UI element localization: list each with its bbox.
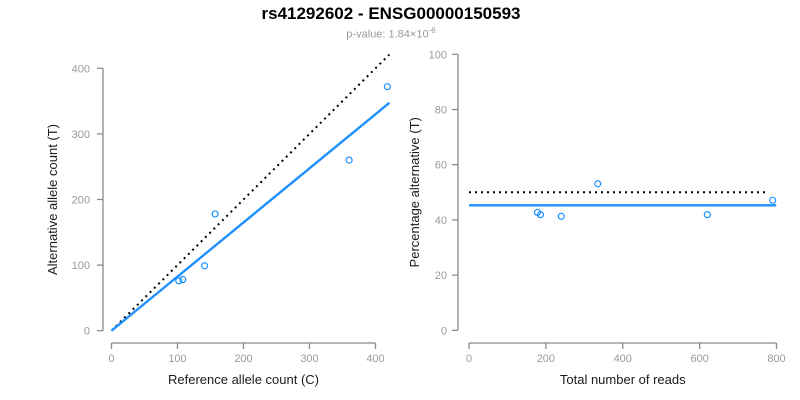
allele-count-scatter: 0 100 200 300 400 0 100 200 300 400 Reference alle…: [45, 53, 391, 387]
data-point: [557, 212, 565, 220]
data-point: [769, 196, 777, 204]
percentage-alternative-scatter: 0 200 400 600 800 0 20 40 60 80 100 Total number of…: [407, 49, 786, 387]
x-tick-label: 0: [108, 353, 114, 365]
x-axis-title: Reference allele count (C): [168, 372, 319, 387]
regression-line: [110, 101, 391, 332]
x-tick-label: 200: [537, 353, 555, 365]
x-tick-label: 800: [767, 353, 785, 365]
data-point: [211, 210, 219, 218]
y-tick-label: 300: [72, 129, 90, 141]
y-tick-label: 100: [429, 49, 447, 61]
y-tick-label: 60: [435, 160, 447, 172]
data-point: [179, 275, 187, 284]
y-axis-title: Alternative allele count (T): [45, 124, 60, 275]
x-axis-title: Total number of reads: [560, 372, 686, 387]
y-tick-label: 200: [72, 195, 90, 207]
x-tick-label: 100: [168, 353, 186, 365]
y-tick-label: 80: [435, 105, 447, 117]
data-point: [200, 262, 209, 270]
x-tick-label: 0: [466, 353, 472, 365]
y-tick-label: 0: [84, 326, 90, 338]
data-point: [383, 83, 391, 91]
identity-line: [110, 53, 391, 332]
data-point: [175, 277, 183, 285]
y-tick-label: 0: [441, 325, 447, 337]
y-tick-label: 100: [72, 260, 90, 272]
y-tick-label: 20: [435, 270, 447, 282]
data-point: [345, 156, 353, 164]
x-tick-label: 600: [690, 353, 708, 365]
y-tick-label: 400: [72, 63, 90, 75]
x-tick-label: 200: [234, 353, 252, 365]
y-tick-label: 40: [435, 215, 447, 227]
x-tick-label: 400: [366, 353, 384, 365]
data-point: [536, 211, 545, 219]
y-axis-title: Percentage alternative (T): [407, 117, 422, 267]
data-point: [703, 211, 711, 219]
data-point: [594, 180, 602, 188]
x-tick-label: 400: [614, 353, 632, 365]
x-tick-label: 300: [300, 353, 318, 365]
